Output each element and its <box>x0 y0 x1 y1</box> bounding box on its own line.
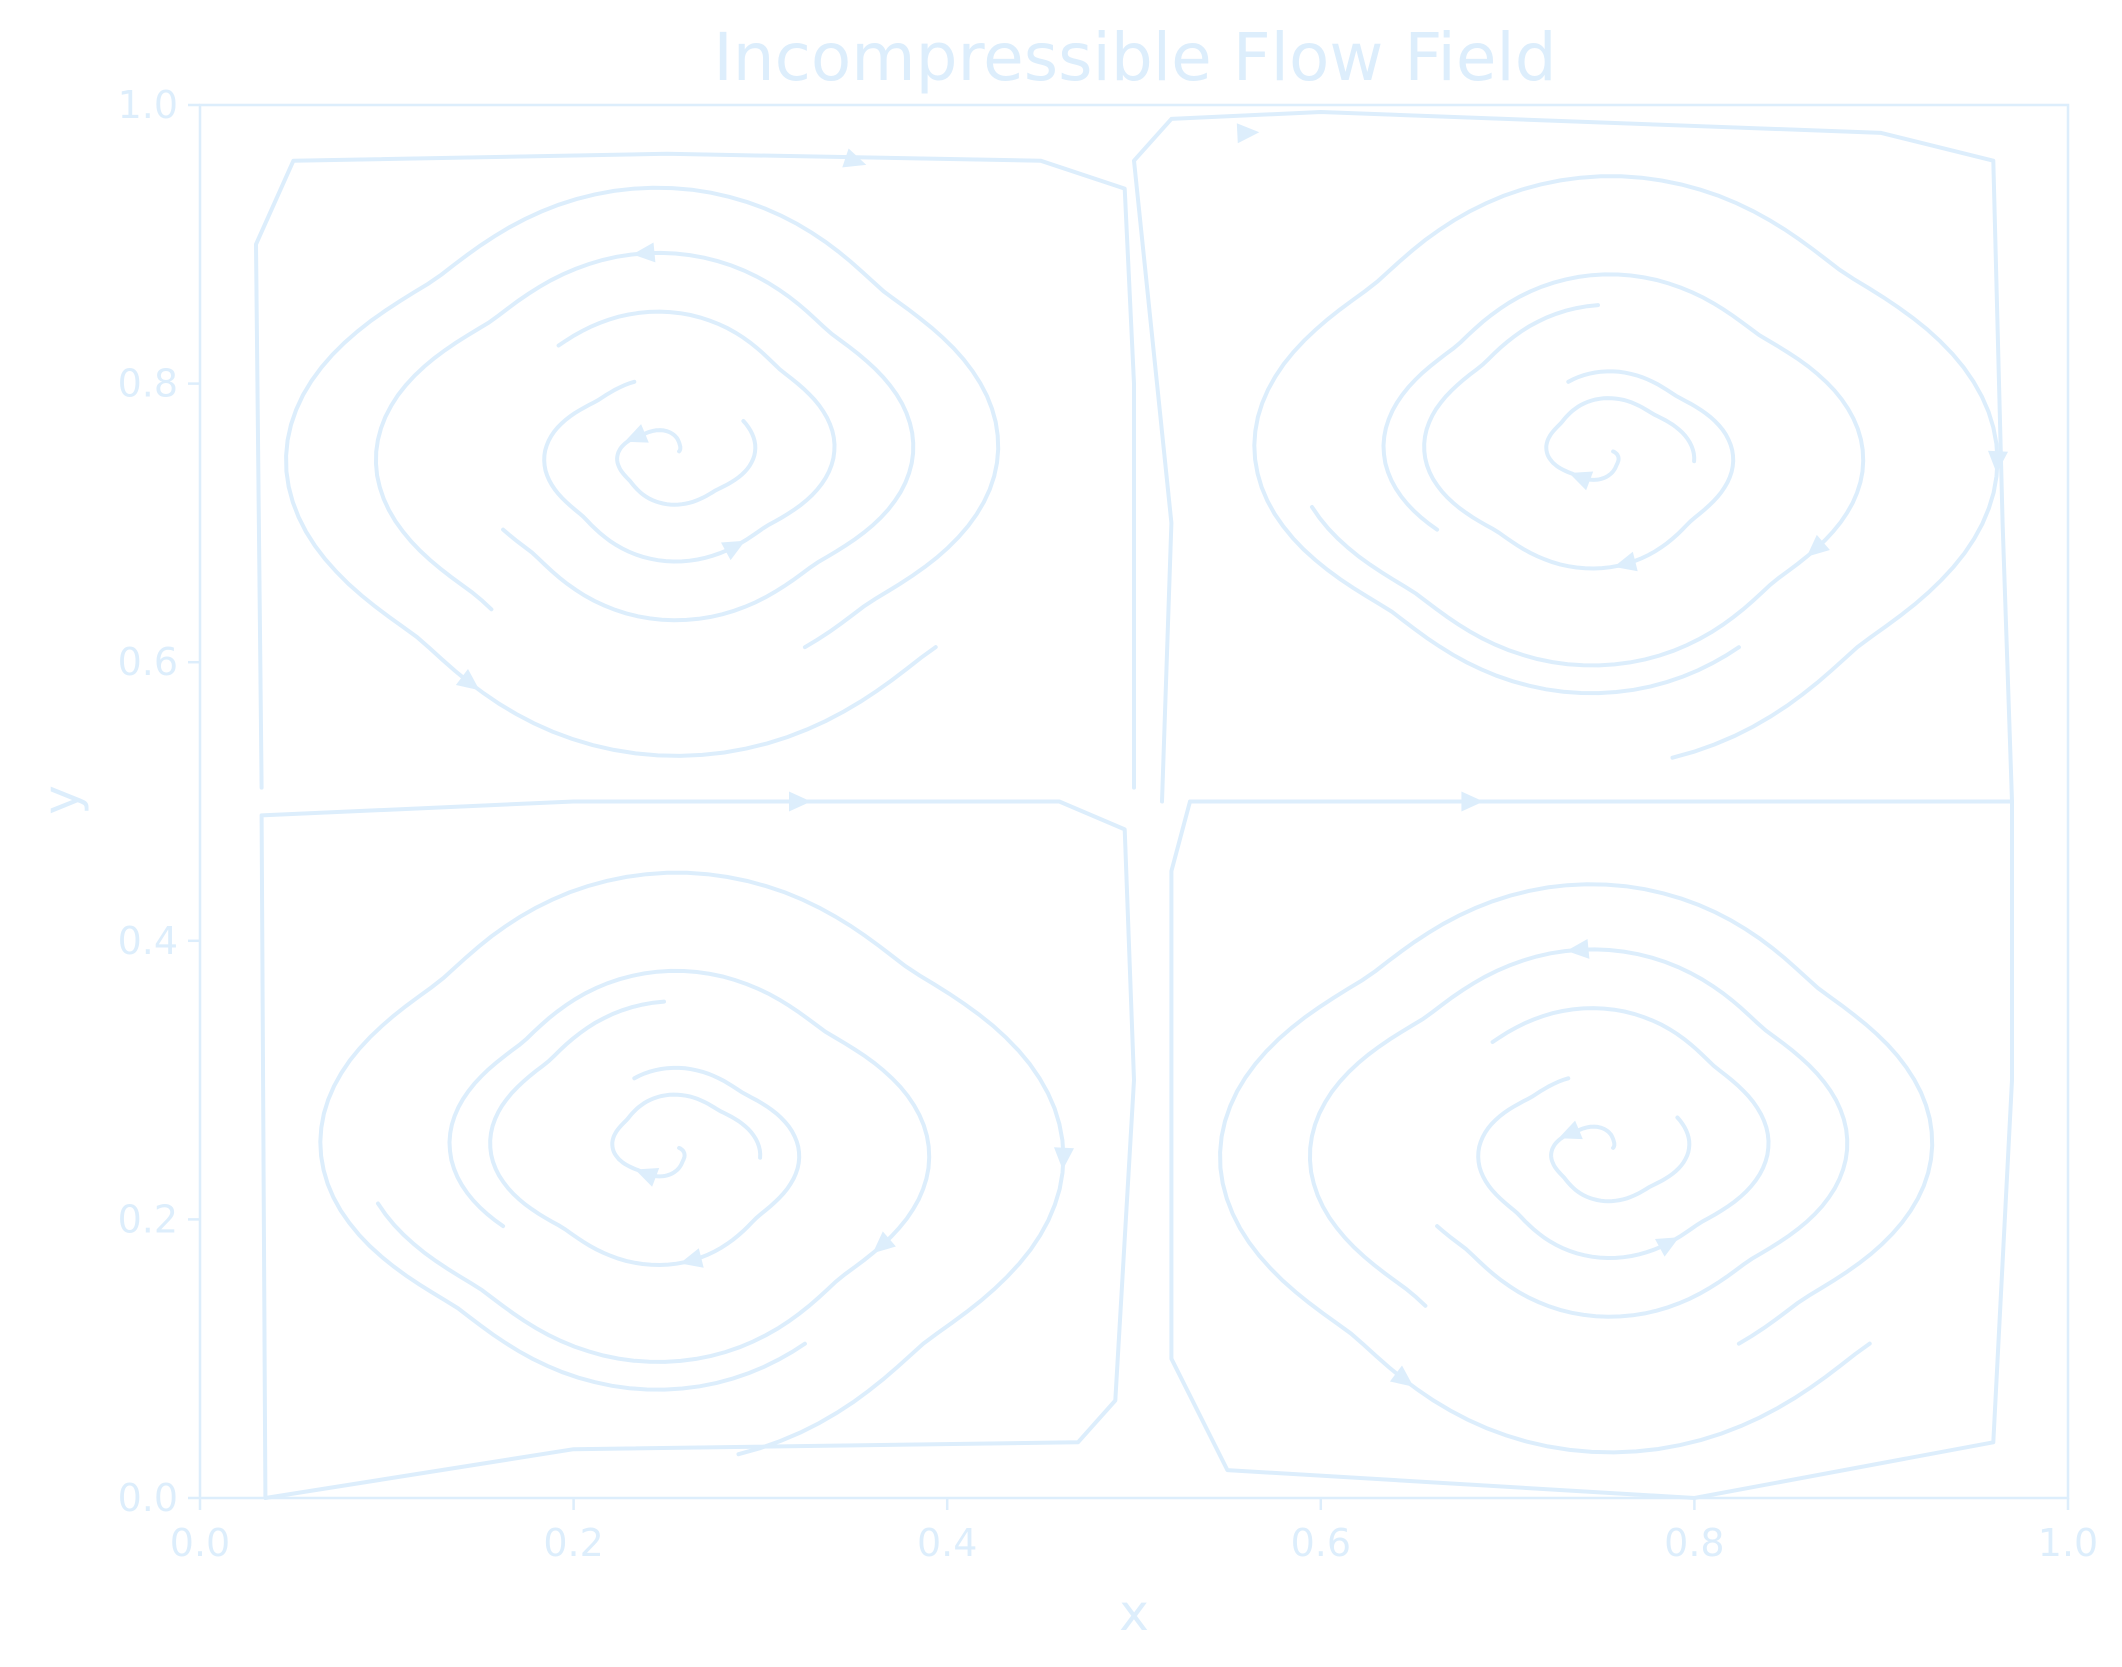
streamline-arrow <box>632 242 656 263</box>
y-tick-label: 0.4 <box>118 919 178 963</box>
x-tick-label: 0.6 <box>1291 1521 1351 1565</box>
streamline <box>1218 882 1935 1455</box>
streamline-arrow <box>635 1168 660 1187</box>
streamline <box>284 185 1001 758</box>
streamline <box>254 151 1136 790</box>
streamline-arrow <box>1389 1365 1414 1387</box>
streamlines <box>254 110 2014 1500</box>
x-tick-label: 1.0 <box>2038 1521 2098 1565</box>
streamline <box>1307 947 1850 1319</box>
y-tick-label: 0.6 <box>118 640 178 684</box>
streamline-arrow <box>1569 471 1594 491</box>
streamline <box>1169 799 2014 1500</box>
streamline <box>373 250 916 623</box>
streamline <box>376 968 932 1364</box>
streamline-arrows <box>455 123 2008 1387</box>
streamline-arrow <box>1558 1120 1583 1140</box>
y-tick-label: 0.0 <box>118 1476 178 1520</box>
streamline-arrow <box>1236 123 1260 144</box>
streamline-arrow <box>624 424 649 443</box>
streamline <box>1310 272 1866 668</box>
streamline-arrow <box>721 540 746 561</box>
y-tick-label: 0.8 <box>118 362 178 406</box>
streamline-arrow <box>1613 551 1638 572</box>
x-axis-ticks: 0.0 0.2 0.4 0.6 0.8 1.0 <box>170 1498 2098 1565</box>
axes-frame <box>198 103 2070 1500</box>
streamline-arrow <box>789 791 811 812</box>
streamline <box>1549 1115 1692 1204</box>
x-tick-label: 0.8 <box>1664 1521 1724 1565</box>
streamline-arrow <box>679 1248 704 1268</box>
streamline <box>318 870 1066 1457</box>
streamline-arrow <box>1655 1237 1680 1257</box>
streamline <box>1476 1006 1771 1261</box>
streamline-arrow <box>1054 1147 1074 1170</box>
streamline-arrow <box>872 1231 896 1254</box>
y-tick-label: 0.2 <box>118 1197 178 1241</box>
streamline <box>615 419 758 507</box>
streamline <box>1132 110 2014 804</box>
streamline <box>1544 396 1697 482</box>
y-axis-label: y <box>32 785 90 815</box>
chart-title: Incompressible Flow Field <box>713 19 1556 96</box>
streamline-arrow <box>1806 534 1830 557</box>
streamline-arrow <box>1988 450 2008 474</box>
streamline <box>542 309 837 564</box>
streamline <box>610 1092 763 1179</box>
x-tick-label: 0.0 <box>170 1521 230 1565</box>
y-tick-label: 1.0 <box>118 83 178 127</box>
streamline-arrow <box>1461 791 1484 812</box>
streamline <box>1252 174 2000 760</box>
y-axis-ticks: 0.0 0.2 0.4 0.6 0.8 1.0 <box>118 83 200 1520</box>
plot-area <box>198 103 2070 1500</box>
streamline <box>259 799 1136 1500</box>
streamline-arrow <box>1566 939 1590 959</box>
x-axis-label: x <box>1119 1584 1149 1642</box>
x-tick-label: 0.2 <box>543 1521 603 1565</box>
streamline-arrow <box>842 148 867 168</box>
x-tick-label: 0.4 <box>917 1521 977 1565</box>
streamline-arrow <box>455 669 480 691</box>
